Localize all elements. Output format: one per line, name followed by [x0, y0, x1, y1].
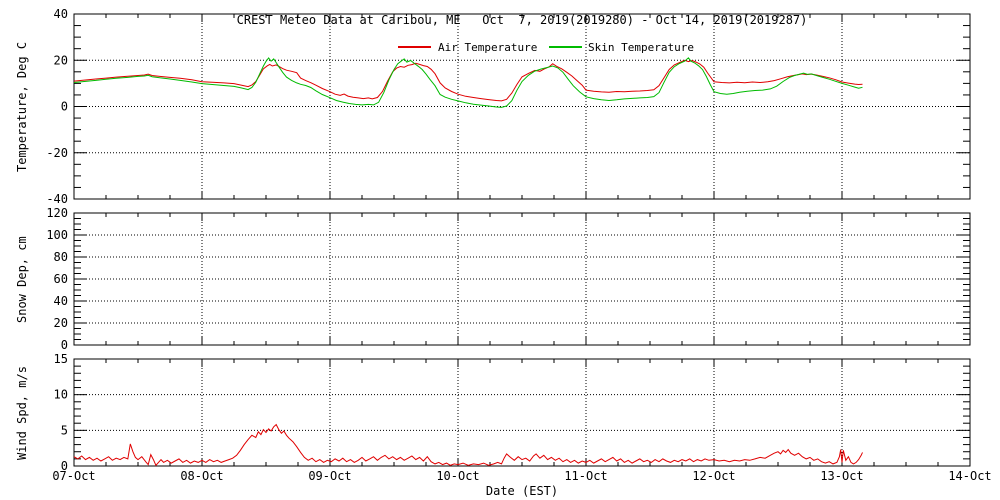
- y-tick-label: 5: [61, 423, 68, 437]
- y-tick-label: 0: [61, 338, 68, 352]
- x-tick-label: 13-Oct: [820, 469, 863, 483]
- y-tick-label: 20: [54, 53, 68, 67]
- air-temperature-legend-label: Air Temperature: [438, 41, 538, 54]
- x-tick-label: 08-Oct: [180, 469, 223, 483]
- y-tick-label: -40: [46, 192, 68, 206]
- y-tick-label: 15: [54, 352, 68, 366]
- snow-depth-axis-label: Snow Dep, cm: [15, 236, 29, 323]
- y-tick-label: 100: [46, 228, 68, 242]
- temperature-panel: -40 -20 0 20 40: [46, 7, 971, 206]
- wind-speed-panel: 0 5 10 15 07-Oct 08-Oct 09-Oct 10-Oct 11-Oct 12-O…: [52, 352, 991, 483]
- y-tick-label: 0: [61, 100, 68, 114]
- panel-frame: [73, 358, 971, 467]
- skin-temperature-line: [73, 57, 863, 108]
- air-temperature-line: [73, 59, 863, 102]
- y-tick-label: 60: [54, 272, 68, 286]
- y-tick-label: 40: [54, 294, 68, 308]
- wind-speed-axis-label: Wind Spd, m/s: [15, 366, 29, 460]
- y-tick-label: 40: [54, 7, 68, 21]
- wind-speed-line: [73, 423, 863, 467]
- skin-temperature-legend-label: Skin Temperature: [588, 41, 694, 54]
- y-tick-label: 20: [54, 316, 68, 330]
- panel-frame: [73, 212, 971, 346]
- temperature-axis-label: Temperature, Deg C: [15, 41, 29, 172]
- x-tick-label: 14-Oct: [948, 469, 991, 483]
- y-tick-label: 120: [46, 206, 68, 220]
- x-tick-label: 10-Oct: [436, 469, 479, 483]
- x-tick-label: 09-Oct: [308, 469, 351, 483]
- x-tick-label: 07-Oct: [52, 469, 95, 483]
- y-tick-label: -20: [46, 146, 68, 160]
- air-temperature-legend-swatch: [398, 46, 431, 48]
- y-tick-label: 80: [54, 250, 68, 264]
- snow-depth-panel: 0 20 40 60 80 100 120: [46, 206, 971, 352]
- panel-frame: [73, 13, 971, 200]
- y-tick-label: 10: [54, 388, 68, 402]
- chart-title: CREST Meteo Data at Caribou, ME Oct 7, 2…: [236, 13, 808, 27]
- y-tick-label: 0: [61, 459, 68, 473]
- x-tick-label: 12-Oct: [692, 469, 735, 483]
- skin-temperature-legend-swatch: [549, 46, 582, 48]
- date-axis-label: Date (EST): [485, 484, 559, 498]
- x-tick-label: 11-Oct: [564, 469, 607, 483]
